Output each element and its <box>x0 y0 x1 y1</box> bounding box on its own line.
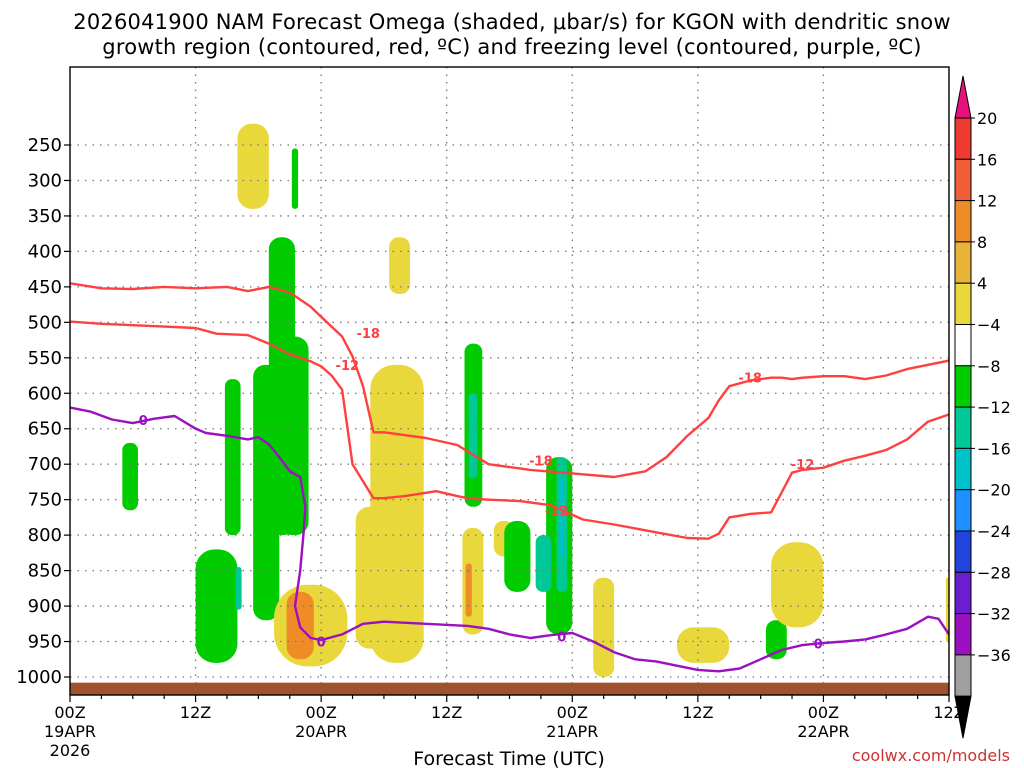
contour-label: -12 <box>791 458 815 473</box>
y-tick-label: 350 <box>28 206 62 227</box>
colorbar-label: −24 <box>977 522 1011 541</box>
y-tick-label: 750 <box>28 490 62 511</box>
colorbar-segment <box>954 200 972 243</box>
y-tick-label: 800 <box>28 525 62 546</box>
y-tick-label: 450 <box>28 277 62 298</box>
x-tick-date: 19APR <box>44 722 96 741</box>
colorbar-label: −32 <box>977 605 1011 624</box>
omega-region <box>676 627 730 663</box>
y-tick-label: 700 <box>28 454 62 475</box>
x-tick-date: 20APR <box>295 722 347 741</box>
colorbar-segment <box>954 489 972 532</box>
omega-region <box>559 478 564 557</box>
colorbar-segment <box>954 117 972 160</box>
source-credit[interactable]: coolwx.com/models <box>851 746 1010 765</box>
omega-region <box>253 364 280 621</box>
omega-region <box>771 542 824 628</box>
colorbar-segment <box>954 654 972 697</box>
omega-region <box>122 442 139 511</box>
y-tick-label: 400 <box>28 241 62 262</box>
contour-label: -18 <box>738 372 762 387</box>
y-tick-label: 650 <box>28 419 62 440</box>
omega-region <box>195 549 238 663</box>
colorbar-segment <box>954 282 972 326</box>
x-tick-date: 21APR <box>546 722 598 741</box>
contour-label: 0 <box>317 636 326 651</box>
colorbar-segment <box>954 406 972 449</box>
contour-label: 0 <box>814 638 823 653</box>
contour--18 <box>70 282 949 479</box>
y-tick-label: 300 <box>28 170 62 191</box>
contour-label: -18 <box>356 327 380 342</box>
colorbar-top-arrow <box>954 75 972 119</box>
omega-region <box>355 506 387 649</box>
x-tick-label: 12Z <box>682 703 713 722</box>
contour-label: 0 <box>139 414 148 429</box>
y-tick-label: 250 <box>28 135 62 156</box>
colorbar-segment <box>954 530 972 573</box>
x-tick-label: 00Z <box>54 703 85 722</box>
omega-region <box>945 577 949 642</box>
omega-region <box>465 563 472 617</box>
colorbar-label: 16 <box>977 150 997 169</box>
colorbar-label: −8 <box>977 357 1001 376</box>
colorbar-label: −12 <box>977 398 1011 417</box>
x-axis-label: Forecast Time (UTC) <box>413 748 604 768</box>
x-tick-label: 00Z <box>557 703 588 722</box>
colorbar-label: −4 <box>977 316 1001 335</box>
x-tick-date: 22APR <box>797 722 849 741</box>
omega-region <box>224 379 241 536</box>
y-tick-label: 500 <box>28 312 62 333</box>
x-tick-label: 00Z <box>305 703 336 722</box>
colorbar-segment <box>954 324 972 367</box>
y-tick-label: 550 <box>28 348 62 369</box>
x-tick-year: 2026 <box>50 741 91 760</box>
omega-region <box>504 520 531 592</box>
y-tick-label: 900 <box>28 596 62 617</box>
ground-surface <box>70 682 949 695</box>
colorbar-segment <box>954 447 972 491</box>
x-tick-label: 12Z <box>431 703 462 722</box>
contour-label: -12 <box>336 359 360 374</box>
colorbar-label: −16 <box>977 439 1011 458</box>
x-tick-label: 12Z <box>180 703 211 722</box>
contour-label: -12 <box>545 504 569 519</box>
colorbar-label: 4 <box>977 274 987 293</box>
y-tick-label: 1000 <box>16 667 62 688</box>
colorbar-label: −20 <box>977 481 1011 500</box>
omega-region <box>291 148 299 209</box>
colorbar-label: 12 <box>977 192 997 211</box>
omega-region <box>535 535 552 592</box>
colorbar-bottom-arrow <box>954 695 972 739</box>
colorbar-segment <box>954 365 972 408</box>
x-tick-label: 00Z <box>808 703 839 722</box>
y-tick-label: 600 <box>28 383 62 404</box>
colorbar-label: 20 <box>977 109 997 128</box>
omega-region <box>593 577 615 677</box>
chart-title-line1: 2026041900 NAM Forecast Omega (shaded, μ… <box>73 10 951 34</box>
omega-region <box>468 393 478 479</box>
colorbar-label: −36 <box>977 646 1011 665</box>
colorbar-label: 8 <box>977 233 987 252</box>
contour-label: 0 <box>557 631 566 646</box>
colorbar-segment <box>954 613 972 656</box>
omega-region <box>237 123 269 209</box>
chart-title-line2: growth region (contoured, red, ºC) and f… <box>102 35 922 59</box>
colorbar-segment <box>954 571 972 615</box>
colorbar-label: −28 <box>977 563 1011 582</box>
contour-label: -18 <box>529 455 553 470</box>
y-tick-label: 850 <box>28 561 62 582</box>
y-tick-label: 950 <box>28 632 62 653</box>
colorbar-segment <box>954 158 972 202</box>
omega-region <box>235 567 242 610</box>
contour-0 <box>70 406 949 673</box>
omega-region <box>389 237 411 294</box>
colorbar-segment <box>954 241 972 284</box>
contour--12 <box>70 320 949 540</box>
